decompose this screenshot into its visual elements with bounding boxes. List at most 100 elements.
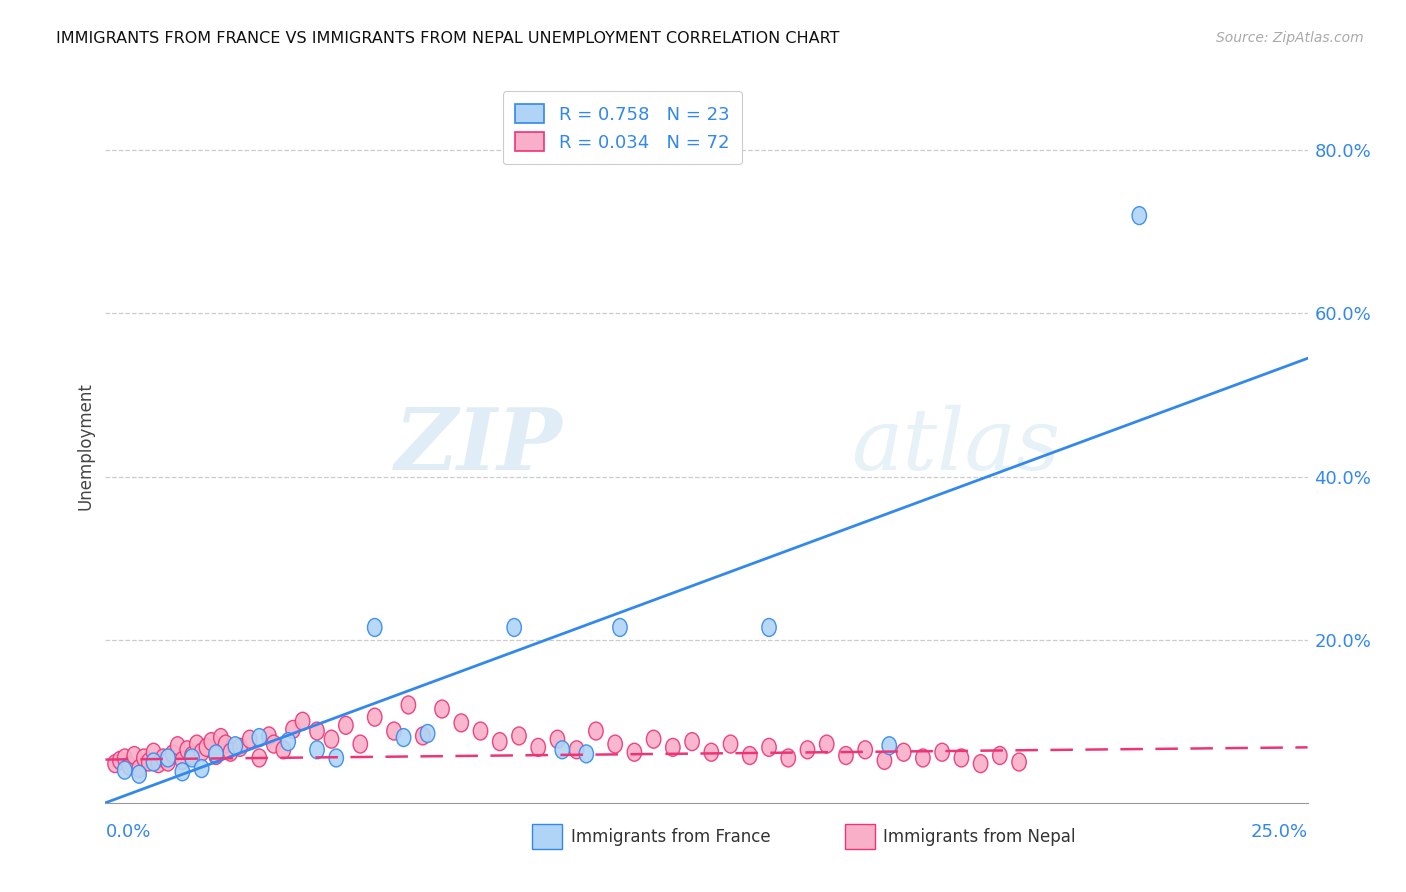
Ellipse shape xyxy=(897,743,911,761)
Ellipse shape xyxy=(762,618,776,636)
Ellipse shape xyxy=(367,708,382,726)
Ellipse shape xyxy=(915,749,931,767)
Ellipse shape xyxy=(704,743,718,761)
Ellipse shape xyxy=(281,732,295,750)
Ellipse shape xyxy=(127,747,142,764)
Ellipse shape xyxy=(295,713,309,731)
Ellipse shape xyxy=(800,741,814,759)
Ellipse shape xyxy=(146,743,160,761)
Text: 0.0%: 0.0% xyxy=(105,823,150,841)
Ellipse shape xyxy=(252,749,267,767)
Ellipse shape xyxy=(723,735,738,753)
Ellipse shape xyxy=(160,753,176,771)
Ellipse shape xyxy=(150,755,166,772)
Ellipse shape xyxy=(252,729,267,747)
Ellipse shape xyxy=(508,618,522,636)
Ellipse shape xyxy=(309,722,325,740)
Ellipse shape xyxy=(209,747,224,764)
Ellipse shape xyxy=(209,745,224,763)
Ellipse shape xyxy=(228,737,242,755)
Ellipse shape xyxy=(170,737,184,755)
Ellipse shape xyxy=(233,739,247,756)
Ellipse shape xyxy=(108,755,122,772)
Ellipse shape xyxy=(224,743,238,761)
Text: Immigrants from Nepal: Immigrants from Nepal xyxy=(883,828,1076,846)
Ellipse shape xyxy=(742,747,756,764)
Ellipse shape xyxy=(218,735,233,753)
Ellipse shape xyxy=(762,739,776,756)
Ellipse shape xyxy=(401,696,416,714)
Ellipse shape xyxy=(555,741,569,759)
Ellipse shape xyxy=(112,751,127,770)
Ellipse shape xyxy=(839,747,853,764)
Ellipse shape xyxy=(267,735,281,753)
Ellipse shape xyxy=(160,749,176,767)
Ellipse shape xyxy=(200,739,214,756)
Text: atlas: atlas xyxy=(851,405,1060,487)
FancyBboxPatch shape xyxy=(533,824,562,849)
Ellipse shape xyxy=(156,749,170,767)
Ellipse shape xyxy=(184,747,200,764)
Ellipse shape xyxy=(132,765,146,783)
Ellipse shape xyxy=(204,732,218,750)
Ellipse shape xyxy=(685,732,699,750)
Ellipse shape xyxy=(613,618,627,636)
Ellipse shape xyxy=(993,747,1007,764)
Y-axis label: Unemployment: Unemployment xyxy=(76,382,94,510)
Ellipse shape xyxy=(973,755,988,772)
Ellipse shape xyxy=(118,749,132,767)
Ellipse shape xyxy=(146,753,160,771)
Ellipse shape xyxy=(512,727,526,745)
Ellipse shape xyxy=(877,751,891,770)
Ellipse shape xyxy=(353,735,367,753)
Ellipse shape xyxy=(387,722,401,740)
Ellipse shape xyxy=(935,743,949,761)
Ellipse shape xyxy=(242,731,257,748)
Ellipse shape xyxy=(579,745,593,763)
Ellipse shape xyxy=(396,729,411,747)
Text: Immigrants from France: Immigrants from France xyxy=(571,828,770,846)
Text: IMMIGRANTS FROM FRANCE VS IMMIGRANTS FROM NEPAL UNEMPLOYMENT CORRELATION CHART: IMMIGRANTS FROM FRANCE VS IMMIGRANTS FRO… xyxy=(56,31,839,46)
Ellipse shape xyxy=(180,741,194,759)
Ellipse shape xyxy=(420,724,434,742)
Ellipse shape xyxy=(176,751,190,770)
Ellipse shape xyxy=(285,721,301,739)
Legend: R = 0.758   N = 23, R = 0.034   N = 72: R = 0.758 N = 23, R = 0.034 N = 72 xyxy=(503,91,742,164)
Ellipse shape xyxy=(665,739,681,756)
Ellipse shape xyxy=(325,731,339,748)
Ellipse shape xyxy=(782,749,796,767)
Ellipse shape xyxy=(142,753,156,771)
Ellipse shape xyxy=(589,722,603,740)
Ellipse shape xyxy=(122,757,136,775)
Ellipse shape xyxy=(339,716,353,734)
Ellipse shape xyxy=(955,749,969,767)
Ellipse shape xyxy=(166,745,180,763)
Ellipse shape xyxy=(309,741,325,759)
Ellipse shape xyxy=(190,735,204,753)
Ellipse shape xyxy=(329,749,343,767)
Ellipse shape xyxy=(1012,753,1026,771)
Text: 25.0%: 25.0% xyxy=(1250,823,1308,841)
Text: Source: ZipAtlas.com: Source: ZipAtlas.com xyxy=(1216,31,1364,45)
Ellipse shape xyxy=(262,727,276,745)
Ellipse shape xyxy=(858,741,872,759)
Ellipse shape xyxy=(492,732,508,750)
Ellipse shape xyxy=(1132,207,1146,225)
Ellipse shape xyxy=(531,739,546,756)
Ellipse shape xyxy=(647,731,661,748)
Ellipse shape xyxy=(132,760,146,778)
Ellipse shape xyxy=(136,749,150,767)
Ellipse shape xyxy=(194,760,209,778)
Ellipse shape xyxy=(820,735,834,753)
Ellipse shape xyxy=(184,749,200,767)
Ellipse shape xyxy=(550,731,565,748)
Ellipse shape xyxy=(276,741,291,759)
Ellipse shape xyxy=(176,763,190,780)
Ellipse shape xyxy=(194,743,209,761)
Ellipse shape xyxy=(882,737,897,755)
Ellipse shape xyxy=(416,727,430,745)
Ellipse shape xyxy=(214,729,228,747)
Ellipse shape xyxy=(434,700,450,718)
Ellipse shape xyxy=(118,761,132,779)
Ellipse shape xyxy=(454,714,468,731)
